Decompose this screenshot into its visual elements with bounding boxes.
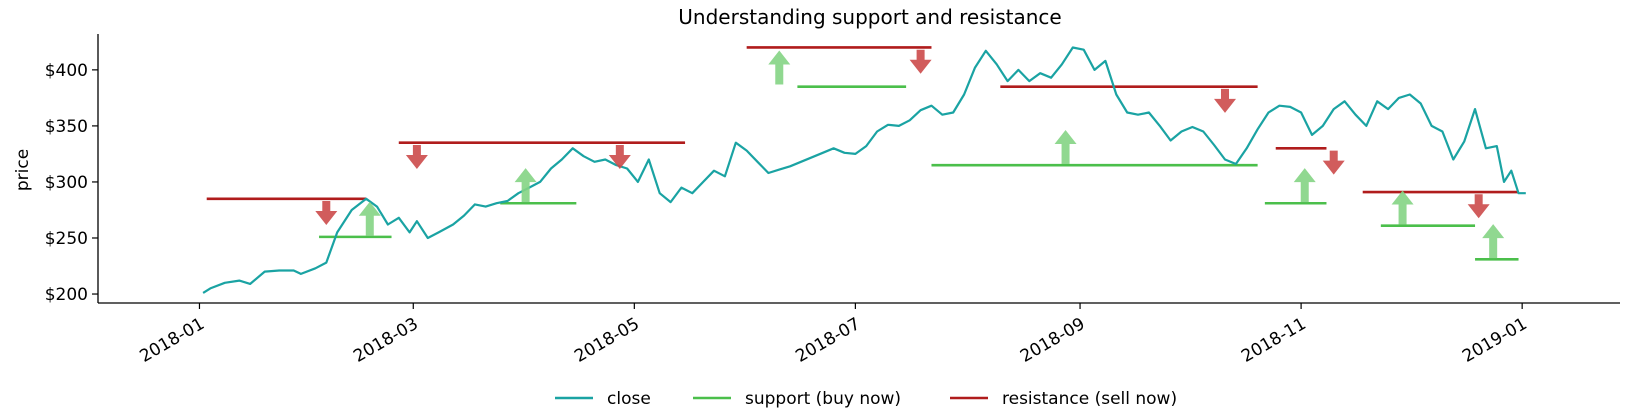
support-arrow xyxy=(1391,190,1414,225)
resistance-arrow xyxy=(315,201,338,226)
resistance-arrow xyxy=(608,144,631,169)
y-tick-label: $250 xyxy=(45,229,88,249)
x-tick-label: 2018-01 xyxy=(136,314,208,367)
plot-area: $200 $250 $300 $350 $400 2018-01 2018-03 2018-0… xyxy=(45,34,1620,367)
support-arrow xyxy=(768,50,791,85)
chart-title: Understanding support and resistance xyxy=(678,5,1061,29)
resistance-arrow xyxy=(405,144,428,169)
x-tick-label: 2018-09 xyxy=(1017,314,1089,367)
support-arrow xyxy=(358,201,381,236)
y-tick-label: $350 xyxy=(45,117,88,137)
support-arrow xyxy=(514,168,537,203)
resistance-arrow xyxy=(1467,194,1490,219)
support-arrow xyxy=(1054,130,1077,165)
legend-label-support: support (buy now) xyxy=(745,389,901,409)
x-tick-label: 2018-03 xyxy=(350,314,422,367)
x-tick-label: 2019-01 xyxy=(1459,314,1531,367)
support-arrow xyxy=(1293,168,1316,203)
y-axis-label: price xyxy=(13,149,33,191)
x-tick-label: 2018-07 xyxy=(792,314,864,367)
resistance-arrow xyxy=(909,49,932,74)
y-tick-label: $400 xyxy=(45,61,88,81)
support-arrow xyxy=(1482,224,1505,259)
legend-label-close: close xyxy=(607,389,651,409)
resistance-arrow xyxy=(1214,88,1237,113)
x-tick-label: 2018-05 xyxy=(571,314,643,367)
legend: close support (buy now) resistance (sell n… xyxy=(555,389,1177,409)
x-tick-label: 2018-11 xyxy=(1238,314,1310,367)
legend-label-resistance: resistance (sell now) xyxy=(1002,389,1177,409)
resistance-arrow xyxy=(1322,150,1345,175)
y-tick-label: $200 xyxy=(45,285,88,305)
close-series-line xyxy=(202,46,1526,294)
y-tick-label: $300 xyxy=(45,173,88,193)
